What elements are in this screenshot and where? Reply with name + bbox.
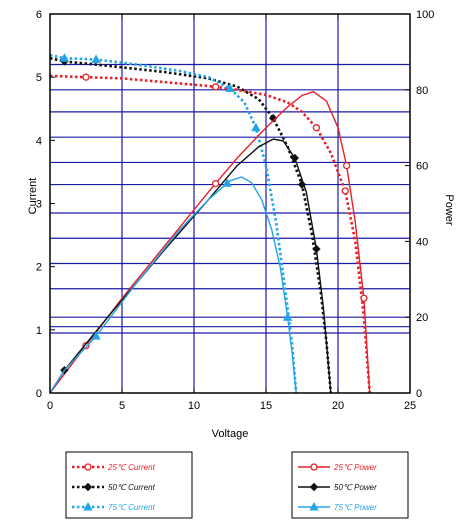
x-tick-label: 5 — [119, 400, 125, 412]
data-marker-triangle — [59, 53, 70, 62]
data-marker-triangle — [282, 312, 293, 321]
x-tick-label: 20 — [332, 400, 344, 412]
data-marker-circle — [211, 179, 220, 188]
legend-label-50-current: 50℃ Current — [108, 483, 156, 492]
y-tick-label: 5 — [36, 72, 42, 84]
data-marker-diamond — [83, 482, 93, 492]
data-marker-circle — [310, 463, 318, 471]
data-marker-triangle — [225, 83, 235, 93]
data-marker-triangle — [251, 122, 261, 132]
legend-label-25-power: 25℃ Power — [333, 463, 377, 472]
y2-tick-label: 80 — [416, 85, 428, 97]
data-marker-triangle — [91, 331, 101, 340]
grid-lines — [50, 14, 410, 393]
data-marker-circle — [341, 187, 349, 195]
y-axis-label: Current — [27, 178, 39, 215]
y-tick-label: 3 — [36, 199, 42, 211]
y-tick-label: 4 — [36, 135, 42, 147]
data-marker-circle — [82, 341, 90, 350]
data-marker-circle — [360, 294, 368, 302]
series-line-75-current — [49, 53, 298, 394]
plot-frame — [49, 13, 411, 394]
y-tick-label: 0 — [36, 388, 42, 400]
data-marker-circle — [342, 161, 351, 170]
series-line-25-current — [49, 74, 371, 394]
y2-tick-label: 20 — [416, 312, 428, 324]
y2-tick-label: 0 — [416, 388, 422, 400]
x-tick-label: 15 — [260, 400, 272, 412]
y-tick-label: 2 — [36, 262, 42, 274]
data-marker-circle — [82, 73, 90, 81]
legend-box-current: 25℃ Current 50℃ Current 75℃ Current — [65, 451, 193, 519]
x-tick-label: 0 — [47, 400, 53, 412]
y-tick-label: 6 — [36, 9, 42, 21]
data-marker-circle — [312, 124, 321, 132]
data-marker-triangle — [222, 178, 232, 187]
series-line-50-current — [49, 56, 333, 394]
data-marker-triangle — [83, 501, 93, 511]
data-marker-diamond — [290, 153, 300, 163]
x-axis-label: Voltage — [212, 428, 249, 440]
y2-tick-label: 40 — [416, 236, 428, 248]
legend-label-25-current: 25℃ Current — [107, 463, 156, 472]
data-marker-diamond — [309, 482, 319, 492]
legend-box-power: 25℃ Power 50℃ Power 75℃ Power — [291, 451, 409, 519]
data-marker-triangle — [91, 54, 101, 63]
data-marker-diamond — [312, 244, 321, 254]
series-line-25-power — [49, 90, 371, 394]
y2-tick-label: 60 — [416, 161, 428, 173]
legend-label-75-power: 75℃ Power — [334, 503, 377, 512]
data-marker-circle — [84, 463, 92, 471]
legend-label-75-current: 75℃ Current — [108, 503, 156, 512]
series-line-50-power — [49, 138, 332, 394]
x-tick-label: 10 — [188, 400, 200, 412]
y2-tick-label: 100 — [416, 9, 434, 21]
data-marker-triangle — [309, 501, 319, 511]
legend-label-50-power: 50℃ Power — [334, 483, 377, 492]
series-layer — [49, 53, 371, 394]
y2-axis-label: Power — [443, 194, 455, 226]
data-marker-circle — [211, 83, 220, 91]
y-tick-label: 1 — [36, 325, 42, 337]
x-tick-label: 25 — [404, 400, 416, 412]
series-line-75-power — [49, 176, 297, 394]
